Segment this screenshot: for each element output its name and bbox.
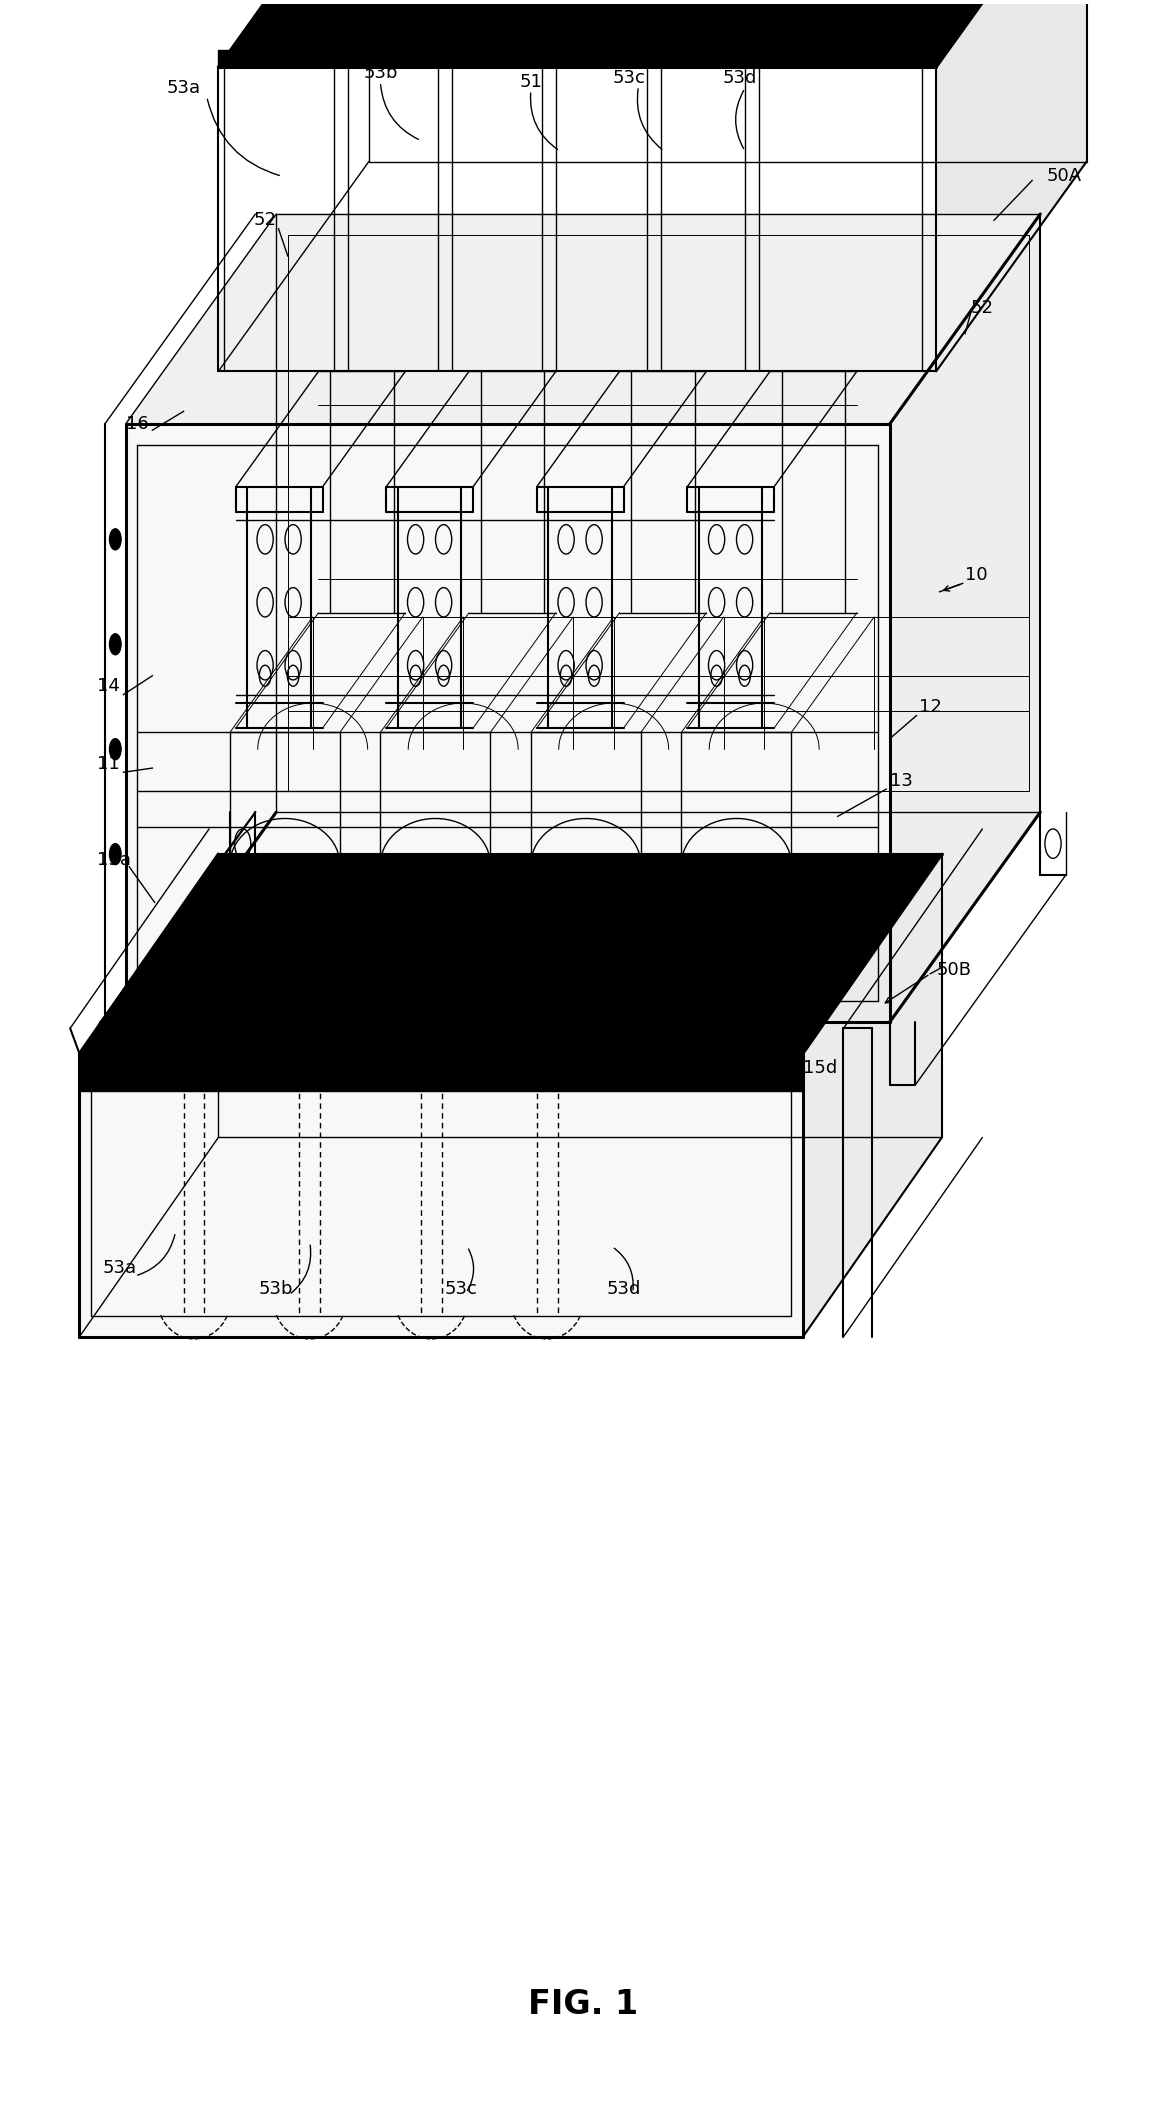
Polygon shape bbox=[126, 215, 1040, 424]
Text: 11: 11 bbox=[97, 754, 120, 773]
Circle shape bbox=[110, 843, 121, 864]
Text: 52: 52 bbox=[827, 927, 849, 944]
Text: 15a: 15a bbox=[97, 851, 131, 870]
Text: 53d: 53d bbox=[606, 1279, 640, 1298]
Text: 13: 13 bbox=[890, 771, 913, 790]
Text: 12: 12 bbox=[919, 697, 942, 716]
Polygon shape bbox=[79, 1054, 803, 1091]
Polygon shape bbox=[79, 853, 942, 1054]
Circle shape bbox=[110, 634, 121, 655]
Text: 14: 14 bbox=[97, 676, 120, 695]
Polygon shape bbox=[218, 0, 1087, 67]
Text: 53c: 53c bbox=[445, 1279, 478, 1298]
Text: 50A: 50A bbox=[1046, 166, 1081, 185]
Polygon shape bbox=[126, 424, 890, 1022]
Text: 52: 52 bbox=[253, 211, 276, 230]
Circle shape bbox=[110, 740, 121, 761]
Polygon shape bbox=[218, 51, 936, 67]
Text: 15c: 15c bbox=[705, 1049, 738, 1066]
Text: 53a: 53a bbox=[103, 1258, 136, 1277]
Polygon shape bbox=[79, 853, 942, 1054]
Text: 15d: 15d bbox=[803, 1060, 837, 1077]
Polygon shape bbox=[803, 853, 942, 1336]
Circle shape bbox=[110, 529, 121, 550]
Text: 53d: 53d bbox=[722, 70, 757, 86]
Text: 53c: 53c bbox=[613, 70, 646, 86]
Text: 10: 10 bbox=[965, 567, 988, 584]
Polygon shape bbox=[79, 1054, 803, 1336]
Text: FIG. 1: FIG. 1 bbox=[528, 1987, 638, 2021]
Text: 15b: 15b bbox=[560, 1035, 595, 1051]
Text: 53a: 53a bbox=[167, 80, 201, 97]
Polygon shape bbox=[936, 0, 1087, 371]
Polygon shape bbox=[890, 215, 1040, 1022]
Text: 50B: 50B bbox=[936, 961, 971, 978]
Polygon shape bbox=[218, 0, 1087, 67]
Text: 53b: 53b bbox=[363, 65, 398, 82]
Text: 52: 52 bbox=[971, 299, 993, 318]
Text: 16: 16 bbox=[126, 415, 149, 432]
Text: 53b: 53b bbox=[259, 1279, 294, 1298]
Text: 51: 51 bbox=[520, 74, 542, 91]
